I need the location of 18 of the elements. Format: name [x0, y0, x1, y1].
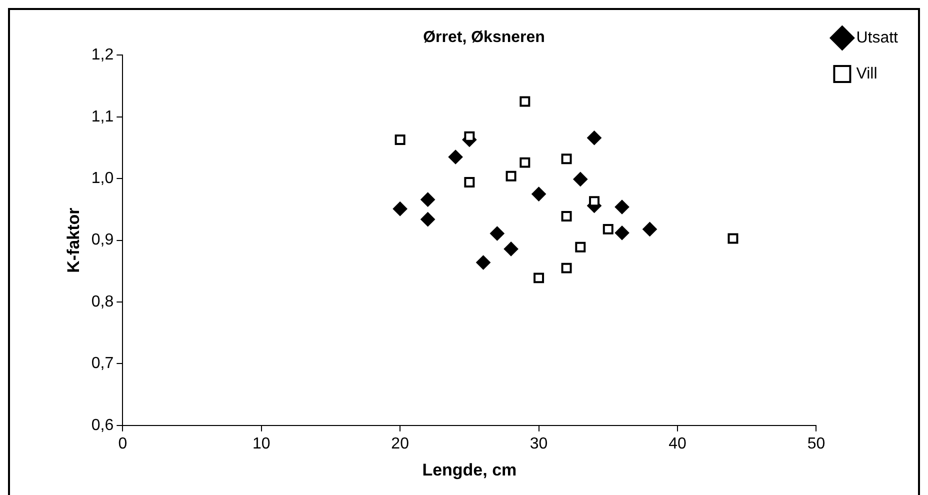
x-tick-label: 10 — [252, 435, 270, 452]
legend-label: Vill — [856, 65, 878, 82]
y-axis-title: K-faktor — [64, 207, 83, 273]
x-tick-label: 40 — [668, 435, 686, 452]
chart-title: Ørret, Øksneren — [423, 29, 545, 46]
legend-label: Utsatt — [856, 29, 899, 46]
y-tick-label: 0,7 — [91, 355, 114, 372]
x-tick-label: 20 — [391, 435, 410, 452]
y-tick-label: 0,6 — [91, 416, 114, 434]
x-tick-label: 30 — [530, 435, 548, 452]
x-tick-label: 0 — [118, 435, 128, 452]
y-tick-label: 0,8 — [91, 293, 114, 310]
y-tick-label: 1,1 — [91, 108, 114, 126]
y-tick-label: 1,0 — [91, 170, 114, 188]
y-tick-label: 1,2 — [91, 46, 114, 64]
y-tick-label: 0,9 — [91, 232, 114, 249]
x-tick-label: 50 — [807, 435, 826, 452]
x-axis-title: Lengde, cm — [422, 460, 517, 480]
